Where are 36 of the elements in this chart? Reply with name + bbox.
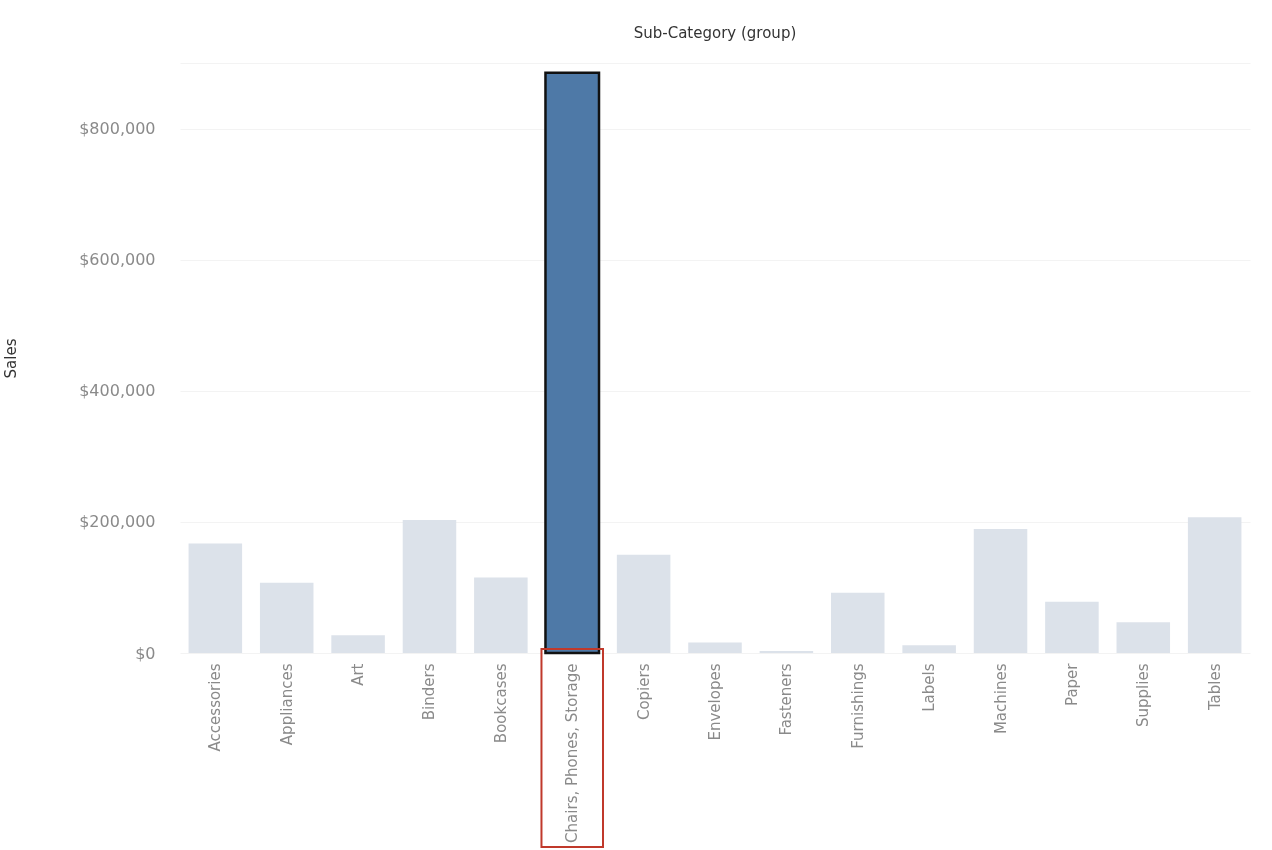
x-tick-label: Art — [349, 663, 368, 686]
y-tick-label: $0 — [135, 643, 156, 663]
x-tick-label: Tables — [1205, 663, 1224, 712]
y-tick-label: $600,000 — [79, 250, 156, 270]
bar — [688, 642, 742, 653]
bar — [188, 543, 243, 653]
x-tick-label: Accessories — [206, 663, 225, 752]
x-tick-label: Bookcases — [491, 663, 510, 744]
x-tick-label: Machines — [991, 663, 1010, 735]
x-tick-label: Paper — [1062, 662, 1081, 706]
bar — [902, 645, 956, 653]
y-tick-label: $800,000 — [79, 119, 156, 139]
y-axis-title: Sales — [2, 338, 21, 379]
bar — [331, 635, 385, 653]
bar — [1116, 622, 1171, 653]
bar — [616, 554, 671, 653]
y-tick-label: $400,000 — [79, 381, 156, 401]
x-tick-label: Appliances — [277, 663, 296, 746]
x-tick-label: Labels — [920, 663, 939, 712]
x-tick-label: Envelopes — [706, 663, 724, 741]
bar — [1045, 601, 1099, 653]
x-tick-label: Binders — [420, 663, 439, 721]
bar — [474, 577, 528, 653]
x-tick-label: Copiers — [634, 663, 653, 721]
x-tick-label: Fasteners — [777, 663, 796, 736]
x-tick-label: Chairs, Phones, Storage — [563, 663, 582, 843]
bar — [830, 592, 885, 653]
bar — [1187, 517, 1242, 653]
bar — [973, 529, 1028, 653]
chart-title: Sub-Category (group) — [633, 24, 797, 42]
y-tick-label: $200,000 — [79, 512, 156, 532]
x-tick-label: Furnishings — [848, 663, 867, 749]
x-tick-label: Supplies — [1134, 663, 1153, 727]
bar — [544, 71, 601, 655]
bar — [402, 519, 457, 653]
bar — [259, 582, 314, 653]
